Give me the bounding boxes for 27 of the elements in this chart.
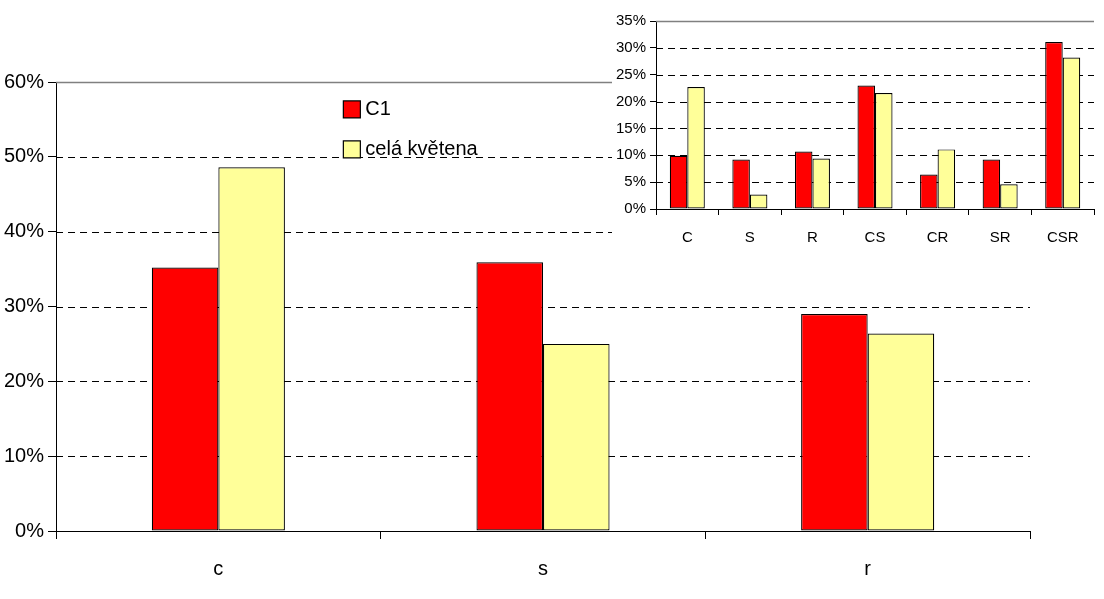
x-tick-label: CR xyxy=(926,227,949,245)
x-tick-label: s xyxy=(538,556,549,579)
y-tick-label: 0% xyxy=(624,199,647,217)
y-tick-label: 60% xyxy=(4,69,45,92)
y-tick-label: 25% xyxy=(615,64,647,82)
y-tick-label: 0% xyxy=(15,518,45,541)
x-tick-label: r xyxy=(864,556,872,579)
y-tick-label: 40% xyxy=(4,219,45,242)
x-tick-label: c xyxy=(213,556,224,579)
y-tick-label: 20% xyxy=(615,91,647,109)
x-tick-label: R xyxy=(807,227,819,245)
x-tick-label: SR xyxy=(989,227,1011,245)
y-tick-label: 30% xyxy=(615,38,647,55)
y-tick-label: 30% xyxy=(4,294,45,317)
y-tick-label: 20% xyxy=(4,368,45,391)
y-tick-label: 5% xyxy=(624,172,647,190)
y-tick-label: 15% xyxy=(615,118,647,136)
x-tick-label: S xyxy=(744,227,755,245)
x-tick-label: C xyxy=(681,227,693,245)
legend-label: celá květena xyxy=(365,137,479,160)
x-tick-label: CS xyxy=(864,227,886,245)
y-tick-label: 10% xyxy=(615,145,647,163)
x-tick-label: CSR xyxy=(1046,227,1079,245)
y-tick-label: 10% xyxy=(4,443,45,466)
y-tick-label: 50% xyxy=(4,144,45,167)
y-tick-label: 35% xyxy=(615,11,647,29)
legend-label: C1 xyxy=(365,97,391,120)
